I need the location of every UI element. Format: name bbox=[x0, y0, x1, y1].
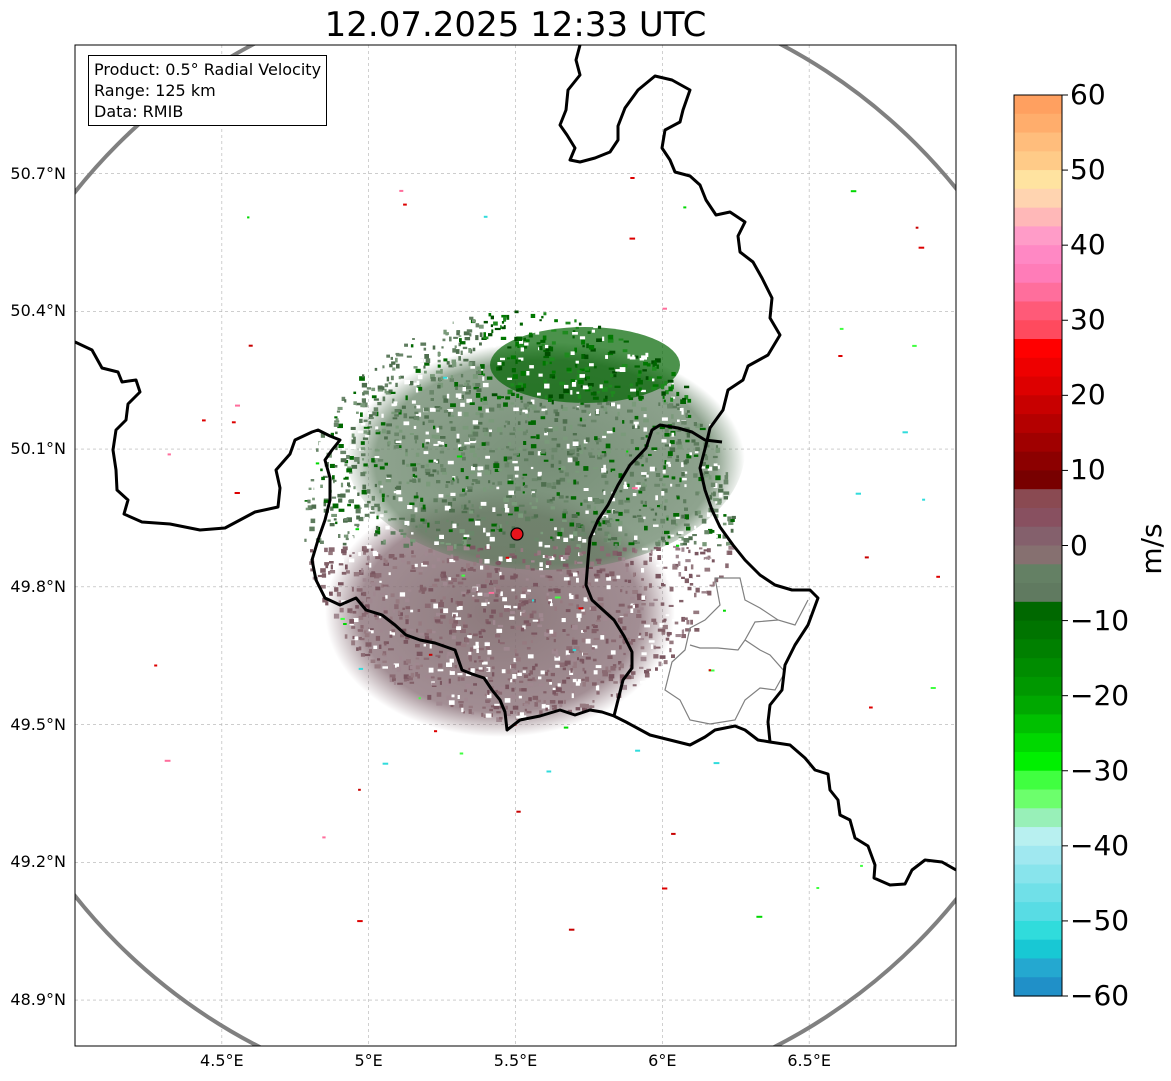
colorbar-segment bbox=[1014, 714, 1062, 734]
colorbar-segment bbox=[1014, 170, 1062, 190]
echo-speckles bbox=[154, 177, 940, 931]
radar-site-marker[interactable] bbox=[510, 527, 524, 541]
colorbar-segment bbox=[1014, 95, 1062, 115]
colorbar-segment bbox=[1014, 207, 1062, 227]
colorbar-segment bbox=[1014, 470, 1062, 490]
colorbar-segment bbox=[1014, 845, 1062, 866]
colorbar-tick-label: 20 bbox=[1070, 378, 1106, 412]
colorbar-segment bbox=[1014, 770, 1062, 791]
lat-tick-label: 49.5°N bbox=[10, 714, 66, 734]
colorbar-segment bbox=[1014, 733, 1062, 753]
colorbar-frame bbox=[1013, 94, 1063, 997]
colorbar-segment bbox=[1014, 282, 1062, 303]
colorbar-segment bbox=[1014, 639, 1062, 659]
lat-tick-label: 49.8°N bbox=[10, 576, 66, 596]
colorbar-segment bbox=[1014, 883, 1062, 903]
colorbar-segment bbox=[1014, 695, 1062, 716]
colorbar-segment bbox=[1014, 132, 1062, 152]
lon-tick-label: 6.5°E bbox=[787, 1051, 831, 1070]
colorbar-segment bbox=[1014, 902, 1062, 922]
colorbar-segment bbox=[1014, 489, 1062, 509]
colorbar-segment bbox=[1014, 245, 1062, 265]
colorbar-tick-label: 60 bbox=[1070, 78, 1106, 111]
colorbar-segment bbox=[1014, 339, 1062, 359]
colorbar-tick-label: 50 bbox=[1070, 153, 1106, 187]
colorbar-tick-label: −60 bbox=[1070, 979, 1130, 1012]
region-border bbox=[664, 577, 809, 725]
colorbar-segment bbox=[1014, 451, 1062, 472]
colorbar-tick-label: 0 bbox=[1070, 528, 1088, 562]
colorbar-segment bbox=[1014, 789, 1062, 809]
colorbar-segment bbox=[1014, 526, 1062, 547]
country-borders bbox=[75, 45, 956, 887]
lat-tick-label: 50.4°N bbox=[10, 301, 66, 321]
colorbar-segment bbox=[1014, 958, 1062, 978]
lon-tick-label: 6°E bbox=[648, 1051, 677, 1070]
info-product: Product: 0.5° Radial Velocity bbox=[94, 60, 322, 79]
lon-tick-label: 4.5°E bbox=[200, 1051, 244, 1070]
colorbar-segment bbox=[1014, 151, 1062, 171]
colorbar-segment bbox=[1014, 751, 1062, 772]
colorbar-tick-label: −20 bbox=[1070, 678, 1130, 712]
map-frame bbox=[74, 44, 957, 1047]
lon-tick-label: 5°E bbox=[354, 1051, 383, 1070]
colorbar-segment bbox=[1014, 601, 1062, 622]
colorbar-segment bbox=[1014, 564, 1062, 584]
chart-title: 12.07.2025 12:33 UTC bbox=[324, 5, 707, 45]
colorbar-segment bbox=[1014, 545, 1062, 565]
colorbar-segment bbox=[1014, 658, 1062, 678]
colorbar-segment bbox=[1014, 432, 1062, 453]
colorbar-segment bbox=[1014, 620, 1062, 640]
colorbar-segment bbox=[1014, 395, 1062, 415]
colorbar-tick-label: 40 bbox=[1070, 228, 1106, 262]
colorbar-segment bbox=[1014, 676, 1062, 697]
lat-tick-label: 49.2°N bbox=[10, 852, 66, 872]
colorbar-tick-label: −50 bbox=[1070, 903, 1130, 937]
colorbar-tick-label: 10 bbox=[1070, 453, 1106, 487]
colorbar-segment bbox=[1014, 827, 1062, 847]
info-box: Product: 0.5° Radial Velocity Range: 125… bbox=[88, 55, 328, 126]
colorbar-segment bbox=[1014, 113, 1062, 134]
colorbar-segment bbox=[1014, 376, 1062, 396]
colorbar-tick-label: −10 bbox=[1070, 603, 1130, 637]
colorbar-segment bbox=[1014, 414, 1062, 434]
lon-tick-label: 5.5°E bbox=[493, 1051, 538, 1070]
colorbar-unit-label: m/s bbox=[1135, 523, 1168, 575]
info-range: Range: 125 km bbox=[94, 81, 216, 100]
colorbar-tick-label: −40 bbox=[1070, 828, 1130, 862]
colorbar-segment bbox=[1014, 301, 1062, 321]
colorbar-segment bbox=[1014, 263, 1062, 284]
colorbar-segment bbox=[1014, 939, 1062, 960]
info-source: Data: RMIB bbox=[94, 102, 184, 121]
colorbar-tick-label: −30 bbox=[1070, 753, 1130, 787]
colorbar-segment bbox=[1014, 320, 1062, 340]
colorbar-segment bbox=[1014, 920, 1062, 941]
lat-tick-label: 48.9°N bbox=[10, 990, 66, 1010]
lat-tick-label: 50.1°N bbox=[10, 439, 66, 459]
colorbar-tick-label: 30 bbox=[1070, 303, 1106, 337]
colorbar bbox=[1014, 94, 1068, 997]
lat-tick-label: 50.7°N bbox=[10, 163, 66, 183]
colorbar-segment bbox=[1014, 864, 1062, 884]
colorbar-segment bbox=[1014, 188, 1062, 209]
colorbar-segment bbox=[1014, 226, 1062, 246]
colorbar-segment bbox=[1014, 583, 1062, 603]
colorbar-segment bbox=[1014, 977, 1062, 997]
colorbar-segment bbox=[1014, 808, 1062, 828]
colorbar-segment bbox=[1014, 507, 1062, 528]
echo-field bbox=[154, 177, 940, 931]
colorbar-segment bbox=[1014, 357, 1062, 378]
